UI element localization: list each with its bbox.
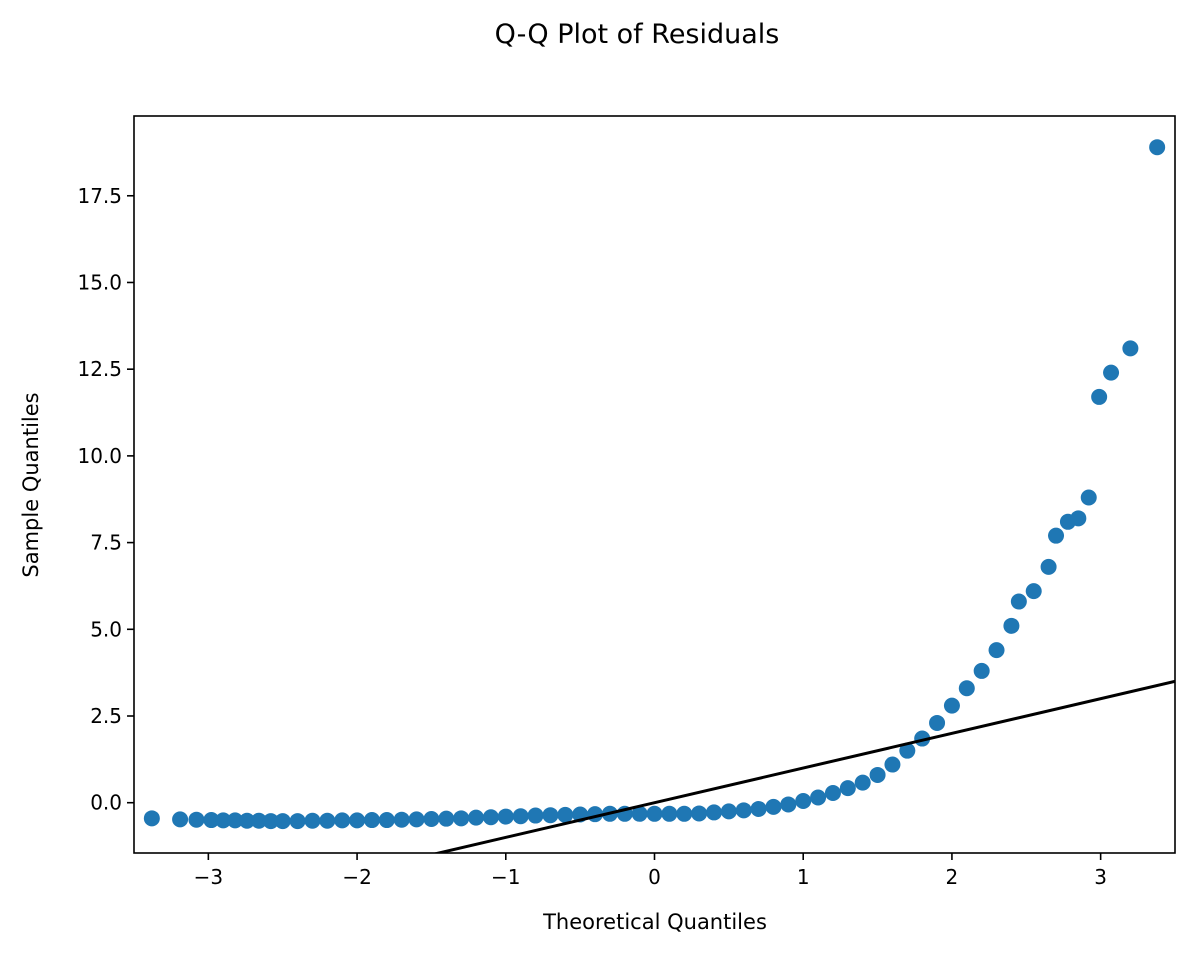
data-point-62 <box>1048 527 1065 544</box>
data-point-54 <box>943 697 960 714</box>
data-point-69 <box>1149 139 1166 156</box>
x-tick-label: 1 <box>797 865 810 889</box>
data-point-26 <box>527 807 544 824</box>
data-point-1 <box>172 811 189 828</box>
data-point-7 <box>250 812 267 829</box>
data-point-45 <box>810 789 827 806</box>
data-point-53 <box>929 714 946 731</box>
data-point-24 <box>497 808 514 825</box>
data-point-34 <box>646 805 663 822</box>
chart-title: Q-Q Plot of Residuals <box>495 19 780 50</box>
data-point-36 <box>676 805 693 822</box>
data-point-13 <box>334 812 351 829</box>
x-tick-label: 2 <box>946 865 959 889</box>
data-point-44 <box>795 792 812 809</box>
data-point-18 <box>408 811 425 828</box>
data-point-46 <box>824 784 841 801</box>
data-point-55 <box>958 680 975 697</box>
data-point-48 <box>854 774 871 791</box>
data-point-56 <box>973 662 990 679</box>
y-tick-label: 10.0 <box>77 444 122 468</box>
scatter-points <box>143 139 1166 830</box>
data-point-51 <box>899 742 916 759</box>
data-point-12 <box>319 812 336 829</box>
data-point-11 <box>304 812 321 829</box>
y-tick-label: 17.5 <box>77 184 122 208</box>
data-point-6 <box>239 812 256 829</box>
x-axis-ticks: −3 −2 −1 0 1 2 3 <box>194 853 1107 889</box>
reference-line <box>432 679 1175 853</box>
data-point-14 <box>349 812 366 829</box>
data-point-28 <box>557 806 574 823</box>
data-point-27 <box>542 807 559 824</box>
data-point-22 <box>468 809 485 826</box>
data-point-41 <box>750 800 767 817</box>
data-point-68 <box>1122 340 1139 357</box>
data-point-25 <box>512 808 529 825</box>
data-point-38 <box>705 804 722 821</box>
data-point-35 <box>661 805 678 822</box>
x-tick-label: −1 <box>491 865 520 889</box>
data-point-33 <box>631 805 648 822</box>
data-point-21 <box>453 810 470 827</box>
data-point-61 <box>1040 558 1057 575</box>
data-point-19 <box>423 811 440 828</box>
data-point-66 <box>1091 388 1108 405</box>
y-axis-label: Sample Quantiles <box>19 392 43 577</box>
x-tick-label: 3 <box>1094 865 1107 889</box>
data-point-49 <box>869 766 886 783</box>
data-point-5 <box>227 812 244 829</box>
data-point-50 <box>884 756 901 773</box>
data-point-60 <box>1025 583 1042 600</box>
y-axis-ticks: 0.0 2.5 5.0 7.5 10.0 12.5 15.0 17.5 <box>77 184 134 815</box>
x-tick-label: −2 <box>342 865 371 889</box>
y-tick-label: 12.5 <box>77 357 122 381</box>
data-point-23 <box>482 809 499 826</box>
data-point-57 <box>988 642 1005 659</box>
data-point-0 <box>143 810 160 827</box>
data-point-67 <box>1103 364 1120 381</box>
data-point-20 <box>438 810 455 827</box>
data-point-40 <box>735 802 752 819</box>
data-point-42 <box>765 798 782 815</box>
y-tick-label: 2.5 <box>90 704 122 728</box>
data-point-59 <box>1010 593 1027 610</box>
x-tick-label: −3 <box>194 865 223 889</box>
data-point-58 <box>1003 617 1020 634</box>
x-axis-label: Theoretical Quantiles <box>542 910 767 934</box>
data-point-37 <box>691 805 708 822</box>
plot-frame <box>133 115 1176 854</box>
data-point-8 <box>262 813 279 830</box>
y-tick-label: 7.5 <box>90 531 122 555</box>
y-tick-label: 5.0 <box>90 617 122 641</box>
data-point-15 <box>363 812 380 829</box>
y-tick-label: 15.0 <box>77 270 122 294</box>
y-tick-label: 0.0 <box>90 791 122 815</box>
data-point-10 <box>289 813 306 830</box>
data-point-2 <box>188 811 205 828</box>
data-point-17 <box>393 811 410 828</box>
data-point-4 <box>215 812 232 829</box>
data-point-47 <box>839 780 856 797</box>
data-point-3 <box>203 812 220 829</box>
data-point-65 <box>1080 489 1097 506</box>
data-point-64 <box>1070 510 1087 527</box>
x-tick-label: 0 <box>648 865 661 889</box>
reference-line-layer <box>432 679 1175 853</box>
data-point-39 <box>720 803 737 820</box>
data-point-16 <box>378 812 395 829</box>
data-point-43 <box>780 796 797 813</box>
data-point-9 <box>274 813 291 830</box>
